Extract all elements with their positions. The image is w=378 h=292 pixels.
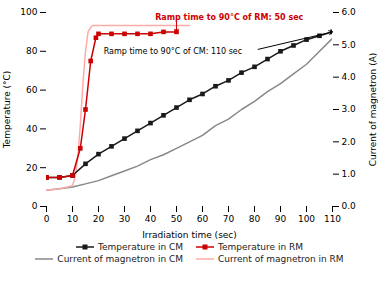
html-text:Current of magnetron in RM: Current of magnetron in RM: [218, 254, 344, 264]
svg-text:Ramp time to 90°C of RM: 50 se: Ramp time to 90°C of RM: 50 sec: [155, 13, 303, 22]
svg-text:Temperature (°C): Temperature (°C): [2, 71, 12, 150]
svg-text:6.0: 6.0: [342, 7, 357, 17]
svg-text:30: 30: [119, 214, 131, 224]
svg-text:Irradiation time (sec): Irradiation time (sec): [142, 230, 237, 240]
svg-text:20: 20: [26, 163, 38, 173]
svg-text:40: 40: [145, 214, 157, 224]
svg-text:90: 90: [275, 214, 287, 224]
svg-text:2.0: 2.0: [342, 137, 357, 147]
svg-text:110: 110: [324, 214, 341, 224]
svg-text:Ramp time to 90°C of CM: 110 s: Ramp time to 90°C of CM: 110 sec: [104, 47, 242, 56]
svg-text:50: 50: [171, 214, 183, 224]
svg-text:80: 80: [249, 214, 261, 224]
svg-text:80: 80: [26, 46, 38, 56]
svg-text:10: 10: [67, 214, 79, 224]
svg-text:Current of magnetron (A): Current of magnetron (A): [368, 53, 378, 167]
svg-text:0: 0: [32, 201, 38, 211]
svg-text:0: 0: [44, 214, 50, 224]
svg-text:3.0: 3.0: [342, 104, 357, 114]
html-text:Current of magnetron in CM: Current of magnetron in CM: [57, 254, 183, 264]
svg-text:60: 60: [197, 214, 209, 224]
svg-text:20: 20: [93, 214, 105, 224]
svg-text:40: 40: [26, 124, 38, 134]
html-text:Temperature in CM: Temperature in CM: [98, 242, 183, 252]
svg-text:60: 60: [26, 85, 38, 95]
html-text:Temperature in RM: Temperature in RM: [218, 242, 303, 252]
svg-text:70: 70: [223, 214, 235, 224]
svg-text:100: 100: [20, 7, 37, 17]
svg-text:100: 100: [298, 214, 315, 224]
svg-text:0.0: 0.0: [342, 201, 357, 211]
svg-text:5.0: 5.0: [342, 40, 357, 50]
svg-text:4.0: 4.0: [342, 72, 357, 82]
svg-text:1.0: 1.0: [342, 169, 357, 179]
